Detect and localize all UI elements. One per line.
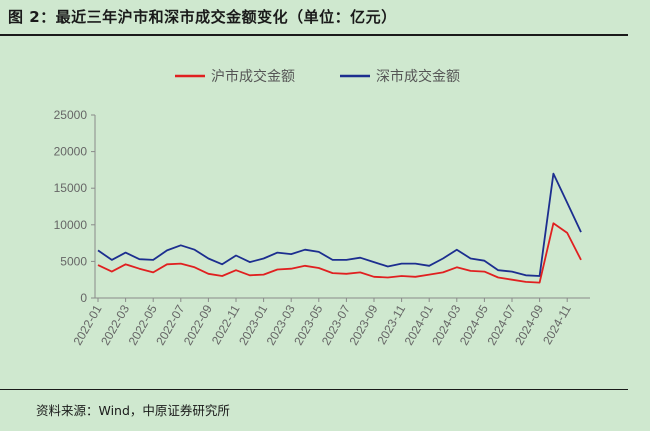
y-tick-label: 15000 <box>54 181 88 195</box>
legend-label-0: 沪市成交金额 <box>211 68 295 85</box>
y-tick-label: 5000 <box>60 254 87 268</box>
y-tick-label: 0 <box>80 291 87 305</box>
y-tick-label: 20000 <box>54 145 88 159</box>
chart-series <box>97 172 582 284</box>
y-tick-label: 10000 <box>54 218 88 232</box>
series-line-0 <box>97 222 582 284</box>
figure-title: 图 2：最近三年沪市和深市成交金额变化（单位：亿元） <box>8 8 397 26</box>
source-note: 资料来源：Wind，中原证券研究所 <box>36 403 230 418</box>
source-rule <box>0 389 628 390</box>
title-rule <box>0 34 628 36</box>
series-line-1 <box>97 172 582 277</box>
chart-axes: 05000100001500020000250002022-012022-032… <box>54 108 590 348</box>
y-tick-label: 25000 <box>54 108 88 122</box>
chart-legend: 沪市成交金额 深市成交金额 <box>175 68 460 85</box>
line-chart: 沪市成交金额 深市成交金额 050001000015000200002500020… <box>54 68 590 348</box>
legend-label-1: 深市成交金额 <box>376 68 460 85</box>
